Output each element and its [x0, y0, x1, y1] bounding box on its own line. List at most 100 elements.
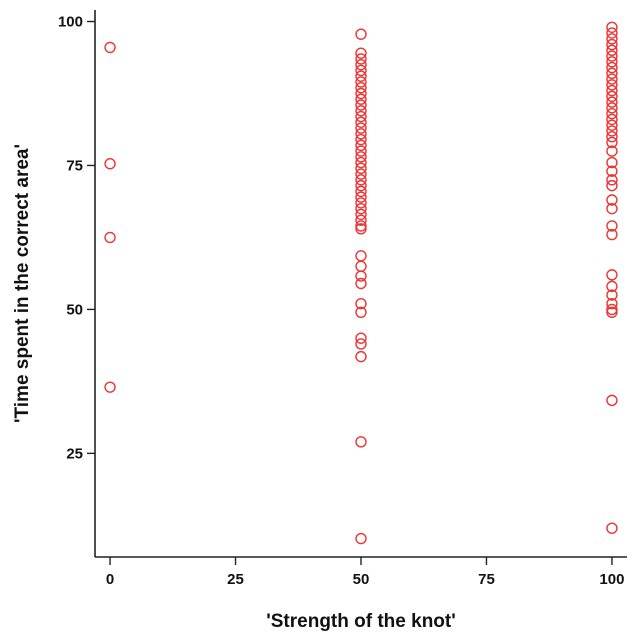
data-point: [606, 56, 618, 68]
data-point: [606, 303, 618, 316]
data-point: [606, 67, 618, 80]
data-point: [355, 185, 367, 198]
data-point: [355, 191, 367, 203]
data-point: [355, 174, 367, 186]
data-point: [355, 350, 367, 363]
data-point: [606, 136, 618, 149]
data-point: [104, 381, 116, 393]
data-point: [355, 64, 367, 77]
data-point: [606, 394, 618, 407]
data-point: [355, 128, 367, 140]
data-point: [606, 73, 618, 85]
data-point: [355, 99, 367, 111]
data-point: [355, 162, 367, 175]
data-point: [355, 168, 367, 180]
data-point: [355, 133, 367, 146]
data-point: [104, 158, 116, 170]
data-point: [606, 522, 618, 534]
data-point: [355, 532, 367, 545]
data-point: [606, 179, 618, 192]
y-tick-label: 75: [66, 157, 83, 174]
data-point: [355, 151, 367, 163]
y-ticks: 25 50 75 100: [58, 14, 95, 462]
data-point: [606, 27, 618, 39]
x-tick-label: 100: [599, 571, 624, 588]
data-point: [355, 156, 367, 169]
data-point: [355, 70, 367, 82]
data-point: [606, 228, 618, 241]
data-point: [606, 165, 618, 177]
data-point: [606, 44, 618, 57]
data-point: [606, 125, 618, 137]
data-point: [355, 277, 367, 290]
data-point: [606, 61, 618, 74]
data-point: [355, 332, 367, 344]
data-point: [355, 93, 367, 105]
data-point: [355, 179, 367, 192]
data-point: [606, 202, 618, 215]
data-point: [606, 174, 618, 186]
data-point: [606, 269, 618, 281]
data-point: [606, 280, 618, 293]
data-point: [606, 113, 618, 126]
data-point: [355, 208, 367, 221]
data-point: [355, 223, 367, 235]
data-point: [606, 102, 618, 114]
y-tick-label: 25: [66, 445, 83, 462]
data-point: [355, 53, 367, 65]
data-point: [606, 107, 618, 120]
y-tick-label: 100: [58, 14, 83, 31]
data-point: [606, 289, 618, 301]
data-point: [606, 84, 618, 97]
data-point: [355, 220, 367, 232]
data-point: [355, 145, 367, 157]
data-point: [606, 306, 618, 318]
x-tick-label: 0: [106, 571, 114, 588]
data-points: [104, 21, 618, 545]
data-point: [606, 33, 618, 45]
data-point: [606, 297, 618, 310]
x-tick-label: 25: [227, 571, 244, 588]
data-point: [606, 90, 618, 103]
data-point: [355, 197, 367, 209]
data-point: [606, 194, 618, 206]
data-point: [355, 338, 367, 350]
data-point: [355, 76, 367, 88]
data-point: [355, 214, 367, 226]
y-tick-label: 50: [66, 301, 83, 318]
data-point: [355, 58, 367, 71]
data-point: [355, 87, 367, 100]
data-point: [355, 139, 367, 152]
data-point: [355, 82, 367, 94]
data-point: [355, 47, 367, 59]
data-point: [355, 250, 367, 262]
data-point: [104, 41, 116, 54]
data-point: [606, 38, 618, 51]
data-point: [606, 96, 618, 108]
data-point: [355, 436, 367, 448]
data-point: [355, 122, 367, 134]
x-tick-label: 50: [353, 571, 370, 588]
data-point: [104, 231, 116, 244]
data-point: [606, 130, 618, 143]
x-tick-label: 75: [478, 571, 495, 588]
data-point: [606, 220, 618, 232]
data-point: [355, 270, 367, 282]
data-point: [606, 79, 618, 91]
data-point: [355, 297, 367, 310]
data-point: [606, 119, 618, 131]
x-ticks: 0 25 50 75 100: [106, 557, 624, 588]
data-point: [606, 21, 618, 33]
data-point: [355, 110, 367, 123]
data-point: [355, 260, 367, 272]
y-axis-label: 'Time spent in the correct area': [12, 144, 33, 423]
data-point: [606, 145, 618, 157]
data-point: [606, 156, 618, 169]
data-point: [355, 306, 367, 318]
data-point: [355, 116, 367, 128]
data-point: [355, 28, 367, 40]
data-point: [355, 202, 367, 215]
data-point: [606, 50, 618, 62]
x-axis-label: 'Strength of the knot': [266, 611, 456, 632]
